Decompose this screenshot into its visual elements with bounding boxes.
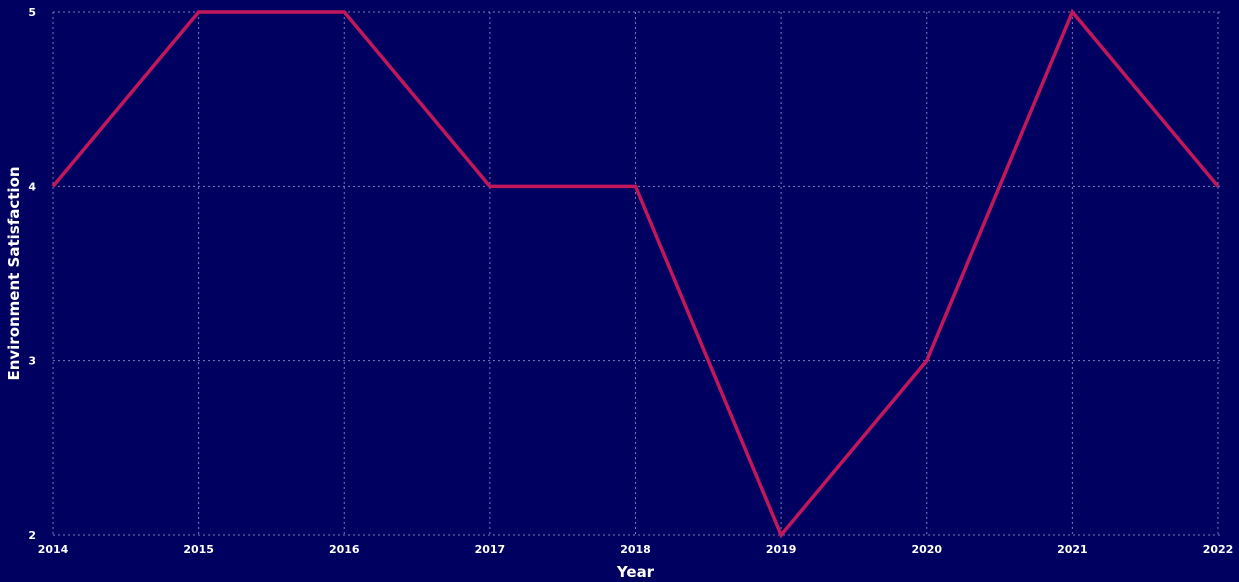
x-tick-label: 2022 xyxy=(1203,543,1234,556)
x-tick-label: 2019 xyxy=(766,543,797,556)
x-tick-label: 2018 xyxy=(620,543,651,556)
y-tick-labels: 2 3 4 5 xyxy=(28,6,36,542)
x-tick-label: 2015 xyxy=(183,543,214,556)
y-tick-label: 3 xyxy=(28,355,36,368)
y-tick-label: 2 xyxy=(28,529,36,542)
x-tick-label: 2014 xyxy=(38,543,69,556)
y-axis-title: Environment Satisfaction xyxy=(5,166,23,380)
series-line xyxy=(51,8,1220,539)
x-tick-label: 2020 xyxy=(911,543,942,556)
series-layer xyxy=(51,8,1220,539)
y-tick-label: 4 xyxy=(28,180,36,193)
x-tick-label: 2021 xyxy=(1057,543,1088,556)
grid xyxy=(52,11,1222,536)
x-tick-labels: 2014 2015 2016 2017 2018 2019 2020 2021 2022 xyxy=(38,543,1234,556)
y-tick-label: 5 xyxy=(28,6,36,19)
x-axis-title: Year xyxy=(616,563,655,581)
x-tick-label: 2017 xyxy=(475,543,506,556)
x-tick-label: 2016 xyxy=(329,543,360,556)
